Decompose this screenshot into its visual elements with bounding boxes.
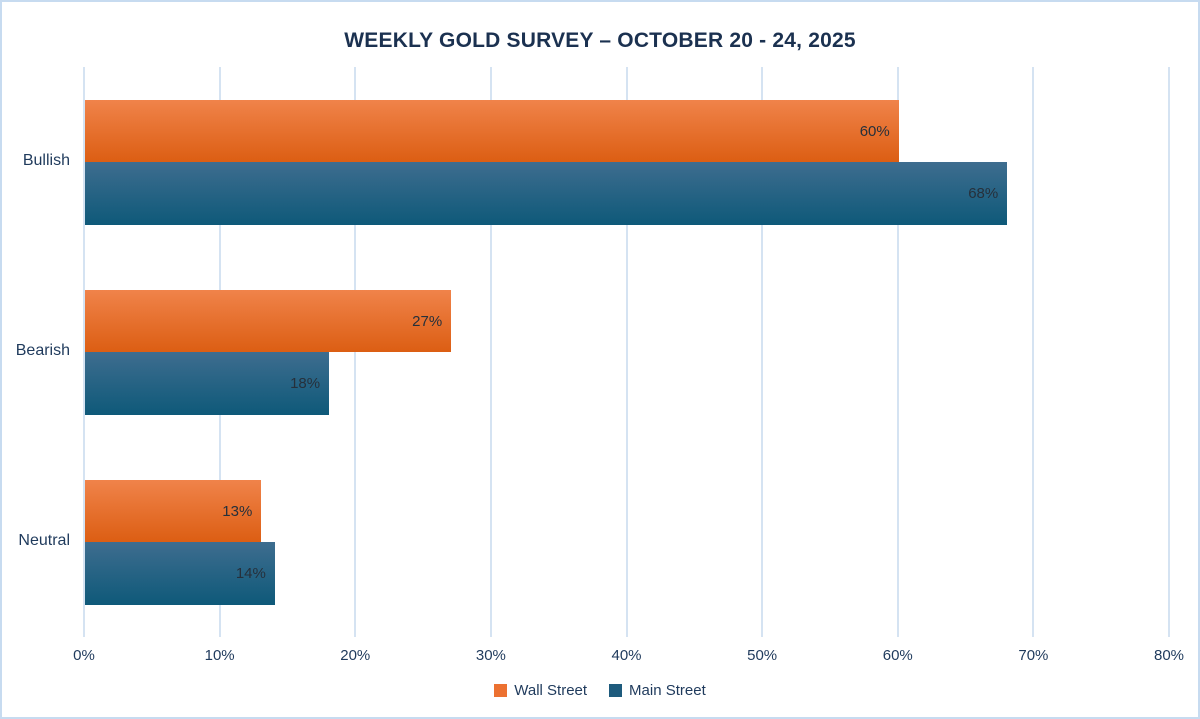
category-label-bearish: Bearish <box>15 342 70 359</box>
x-axis-tick-label: 70% <box>1018 647 1049 664</box>
x-axis-tick-label: 10% <box>204 647 235 664</box>
bar-data-label: 14% <box>235 565 266 582</box>
gridline <box>489 67 492 637</box>
bar-data-label: 13% <box>222 502 253 520</box>
category-label-neutral: Neutral <box>18 532 70 549</box>
bar-main-street-bearish: 18% <box>85 352 330 415</box>
legend-label: Main Street <box>629 682 706 699</box>
legend-label: Wall Street <box>514 682 588 699</box>
legend-swatch-icon <box>609 684 623 697</box>
bar-main-street-neutral: 14% <box>85 542 275 605</box>
x-axis-tick-label: 0% <box>73 647 95 664</box>
gridline <box>896 67 899 637</box>
value-axis: 0% 10% 20% 30% 40% 50% 60% 70% 80% <box>73 647 1184 667</box>
category-label-bullish: Bullish <box>22 152 70 169</box>
x-axis-tick-label: 20% <box>340 647 371 664</box>
gridline <box>1168 67 1170 637</box>
category-axis: Bullish Bearish Neutral <box>2 67 72 637</box>
chart-legend: Wall Street Main Street <box>2 682 1198 699</box>
x-axis-tick-label: 50% <box>747 647 778 664</box>
gridline <box>83 67 85 637</box>
x-axis-tick-label: 30% <box>475 647 506 664</box>
x-axis-tick-label: 60% <box>882 647 913 664</box>
x-axis-tick-label: 40% <box>611 647 642 664</box>
bar-data-label: 27% <box>412 312 443 330</box>
bar-wall-street-bullish: 60% <box>85 100 899 162</box>
x-axis-tick-label: 80% <box>1153 647 1185 664</box>
bar-wall-street-neutral: 13% <box>85 480 262 542</box>
gridline <box>354 67 357 637</box>
chart-title: WEEKLY GOLD SURVEY – OCTOBER 20 - 24, 20… <box>344 29 856 52</box>
plot-area: 60% 68% 27% 18% 13% 14% <box>83 67 1170 637</box>
bar-data-label: 18% <box>290 375 321 392</box>
gridline <box>761 67 764 637</box>
legend-item-wall-street: Wall Street <box>494 682 587 699</box>
bar-main-street-bullish: 68% <box>85 162 1008 225</box>
legend-item-main-street: Main Street <box>609 682 706 699</box>
bar-data-label: 60% <box>859 122 890 140</box>
bar-data-label: 68% <box>968 185 999 202</box>
gridline <box>1032 67 1035 637</box>
gridline <box>625 67 628 637</box>
legend-swatch-icon <box>494 684 508 697</box>
bar-wall-street-bearish: 27% <box>85 290 452 352</box>
